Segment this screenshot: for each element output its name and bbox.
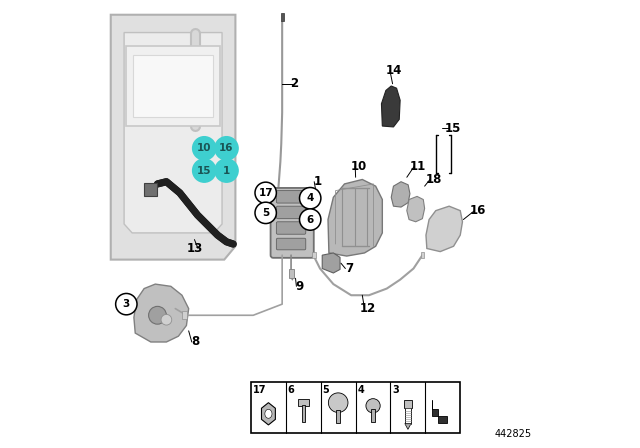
Bar (281, 13, 284, 22)
Circle shape (328, 393, 348, 413)
Circle shape (193, 137, 216, 160)
Bar (336, 410, 340, 423)
Polygon shape (124, 33, 222, 233)
Polygon shape (262, 403, 275, 425)
Text: 12: 12 (360, 302, 376, 315)
Text: 3: 3 (392, 385, 399, 395)
Bar (182, 311, 188, 319)
Text: 11: 11 (410, 159, 426, 172)
FancyBboxPatch shape (276, 222, 306, 234)
Text: 18: 18 (426, 173, 442, 186)
Text: 15: 15 (445, 122, 461, 135)
Text: 10: 10 (197, 143, 211, 153)
Bar (312, 252, 316, 258)
Text: 2: 2 (291, 77, 299, 90)
Text: 1: 1 (223, 166, 230, 176)
Circle shape (300, 188, 321, 209)
Text: 442825: 442825 (494, 429, 531, 439)
Circle shape (116, 293, 137, 315)
Polygon shape (328, 180, 382, 256)
Polygon shape (126, 46, 220, 126)
FancyBboxPatch shape (276, 190, 306, 203)
FancyBboxPatch shape (271, 188, 314, 258)
Text: 13: 13 (186, 242, 203, 255)
Text: 17: 17 (259, 188, 273, 198)
Text: 3: 3 (123, 299, 130, 309)
Polygon shape (405, 424, 411, 429)
Bar (404, 400, 412, 409)
Polygon shape (111, 15, 236, 260)
Text: 15: 15 (197, 166, 211, 176)
Text: 4: 4 (307, 193, 314, 203)
Circle shape (255, 182, 276, 203)
Polygon shape (134, 284, 189, 342)
Polygon shape (391, 182, 410, 207)
Polygon shape (322, 253, 340, 273)
Polygon shape (381, 86, 400, 127)
Polygon shape (431, 401, 447, 423)
Circle shape (148, 306, 166, 324)
Circle shape (215, 159, 238, 182)
Circle shape (366, 399, 380, 413)
FancyBboxPatch shape (276, 206, 306, 219)
Bar (144, 183, 157, 196)
Text: 14: 14 (385, 64, 402, 77)
Bar (289, 269, 294, 278)
Text: 10: 10 (351, 159, 367, 172)
Text: 4: 4 (357, 385, 364, 395)
Bar (420, 252, 424, 258)
Text: 5: 5 (262, 208, 269, 218)
Circle shape (193, 159, 216, 182)
Bar (251, 382, 460, 433)
Text: 9: 9 (296, 280, 304, 293)
Text: 17: 17 (253, 385, 266, 395)
Text: 6: 6 (307, 215, 314, 224)
Polygon shape (426, 206, 463, 252)
Circle shape (215, 137, 238, 160)
Circle shape (255, 202, 276, 224)
Bar (298, 399, 308, 406)
Text: 7: 7 (345, 262, 353, 275)
Circle shape (161, 314, 172, 325)
Bar (301, 405, 305, 422)
Text: 16: 16 (220, 143, 234, 153)
Text: 8: 8 (191, 336, 200, 349)
Text: 6: 6 (287, 385, 294, 395)
Bar (405, 409, 411, 424)
Bar (371, 409, 375, 422)
Polygon shape (407, 196, 424, 222)
FancyBboxPatch shape (276, 238, 306, 250)
Text: 5: 5 (323, 385, 329, 395)
Polygon shape (133, 55, 213, 117)
Text: 16: 16 (470, 204, 486, 217)
Circle shape (300, 209, 321, 230)
Polygon shape (265, 409, 272, 418)
Text: 1: 1 (314, 175, 322, 188)
